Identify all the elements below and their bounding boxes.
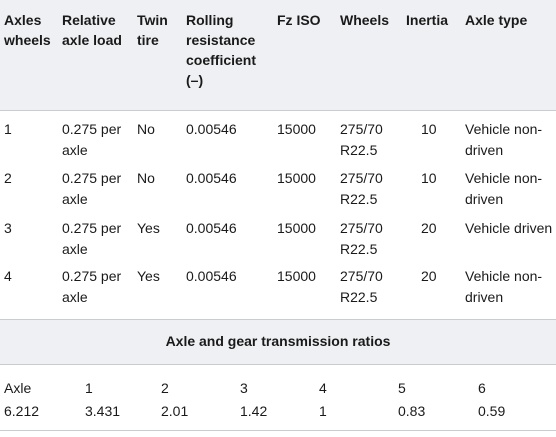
- cell-twin: Yes: [137, 268, 160, 284]
- cell-rrc: 0.00546: [186, 268, 237, 284]
- section-divider-bottom: [0, 364, 556, 365]
- cell-inertia: 10: [421, 170, 437, 186]
- header-relative-axle-load: Relative axle load: [62, 12, 122, 48]
- ratio-value: 0.59: [478, 403, 506, 419]
- cell-rrc: 0.00546: [186, 170, 237, 186]
- cell-axle-type: Vehicle non-driven: [465, 170, 543, 207]
- cell-rrc: 0.00546: [186, 220, 237, 236]
- ratio-gear-label: 6: [478, 380, 486, 396]
- header-rolling-resistance: Rolling resistance coefficient (–): [186, 12, 257, 88]
- cell-twin: No: [137, 170, 155, 186]
- cell-twin: Yes: [137, 220, 160, 236]
- ratio-gear-label: 1: [85, 380, 93, 396]
- header-fz-iso: Fz ISO: [277, 12, 321, 28]
- ratio-value: 1.42: [240, 403, 268, 419]
- ratio-gear-label: 3: [240, 380, 248, 396]
- cell-twin: No: [137, 121, 155, 137]
- cell-axle-type: Vehicle non-driven: [465, 121, 543, 158]
- cell-inertia: 20: [421, 268, 437, 284]
- cell-wheels: 275/70 R22.5: [340, 268, 383, 305]
- section-header-background: [0, 319, 556, 364]
- cell-wheels: 275/70 R22.5: [340, 170, 383, 207]
- cell-load: 0.275 per axle: [62, 220, 122, 257]
- cell-fz: 15000: [277, 220, 316, 236]
- ratio-value: 2.01: [161, 403, 189, 419]
- ratio-label-axle: Axle: [4, 380, 32, 396]
- ratio-value: 3.431: [85, 403, 121, 419]
- cell-rrc: 0.00546: [186, 121, 237, 137]
- header-divider: [0, 110, 556, 111]
- ratios-section-title: Axle and gear transmission ratios: [165, 333, 391, 349]
- cell-axle: 4: [4, 268, 12, 284]
- table-bottom-rule: [0, 430, 556, 431]
- section-divider-top: [0, 319, 556, 320]
- cell-fz: 15000: [277, 268, 316, 284]
- header-inertia: Inertia: [406, 12, 449, 28]
- ratio-value: 6.212: [4, 403, 40, 419]
- ratio-gear-label: 5: [398, 380, 406, 396]
- ratio-value: 0.83: [398, 403, 426, 419]
- header-axles-wheels: Axles wheels: [4, 12, 51, 48]
- cell-axle: 3: [4, 220, 12, 236]
- cell-load: 0.275 per axle: [62, 170, 122, 207]
- header-wheels: Wheels: [340, 12, 390, 28]
- cell-axle: 1: [4, 121, 12, 137]
- cell-inertia: 10: [421, 121, 437, 137]
- ratio-gear-label: 2: [161, 380, 169, 396]
- header-twin-tire: Twin tire: [137, 12, 168, 48]
- cell-load: 0.275 per axle: [62, 121, 122, 158]
- table-header-background: [0, 0, 556, 110]
- cell-wheels: 275/70 R22.5: [340, 121, 383, 158]
- header-axle-type: Axle type: [465, 12, 528, 28]
- cell-axle-type: Vehicle driven: [465, 220, 553, 236]
- ratio-gear-label: 4: [319, 380, 327, 396]
- ratio-value: 1: [319, 403, 327, 419]
- cell-load: 0.275 per axle: [62, 268, 122, 305]
- cell-wheels: 275/70 R22.5: [340, 220, 383, 257]
- cell-fz: 15000: [277, 170, 316, 186]
- cell-inertia: 20: [421, 220, 437, 236]
- cell-axle: 2: [4, 170, 12, 186]
- cell-axle-type: Vehicle non-driven: [465, 268, 543, 305]
- cell-fz: 15000: [277, 121, 316, 137]
